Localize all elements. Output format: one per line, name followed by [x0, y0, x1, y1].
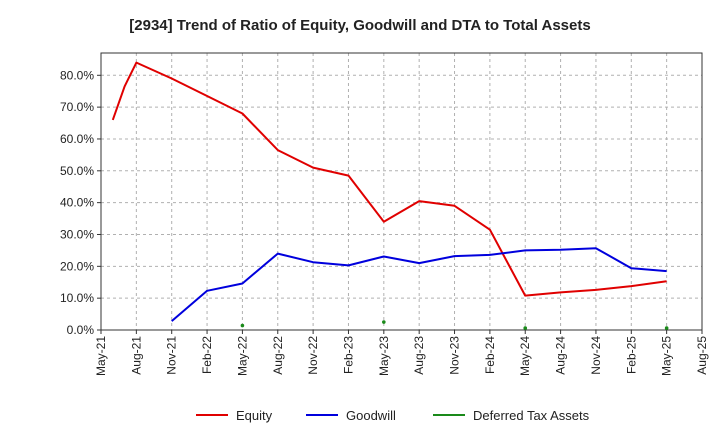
x-tick-label: May-23: [377, 336, 391, 376]
legend-label-deferred-tax-assets: Deferred Tax Assets: [473, 408, 590, 423]
x-tick-label: Nov-21: [165, 336, 179, 375]
legend-label-goodwill: Goodwill: [346, 408, 396, 423]
deferred-tax-assets-point: [664, 326, 669, 330]
goodwill-line: [171, 247, 667, 322]
x-tick-label: Feb-25: [624, 336, 638, 374]
x-tick-label: Feb-22: [200, 336, 214, 374]
x-tick-label: Aug-25: [695, 336, 709, 375]
x-tick-label: Aug-24: [554, 336, 568, 375]
x-tick-label: Aug-22: [271, 336, 285, 375]
x-axis: May-21 Aug-21 Nov-21 Feb-22 May-22 Aug-22 Nov-…: [94, 330, 709, 376]
legend-label-equity: Equity: [236, 408, 273, 423]
y-tick-label: 50.0%: [60, 164, 94, 178]
y-tick-label: 40.0%: [60, 196, 94, 210]
legend: Equity Goodwill Deferred Tax Assets: [196, 408, 590, 423]
deferred-tax-assets-point: [240, 323, 245, 328]
x-tick-label: May-25: [660, 336, 674, 376]
x-tick-label: Nov-24: [589, 336, 603, 375]
x-tick-label: May-21: [94, 336, 108, 376]
chart-title: [2934] Trend of Ratio of Equity, Goodwil…: [129, 17, 590, 34]
series-layer: [111, 61, 669, 330]
x-tick-label: Nov-23: [448, 336, 462, 375]
deferred-tax-assets-point: [382, 320, 386, 324]
x-tick-label: May-22: [235, 336, 249, 376]
y-tick-label: 10.0%: [60, 291, 94, 305]
x-tick-label: May-24: [518, 336, 532, 376]
y-tick-label: 20.0%: [60, 259, 94, 273]
y-tick-label: 30.0%: [60, 227, 94, 241]
equity-line: [111, 61, 667, 297]
x-tick-label: Feb-23: [341, 336, 355, 374]
plot-frame: [100, 52, 703, 331]
x-tick-label: Nov-22: [306, 336, 320, 375]
y-tick-label: 80.0%: [60, 68, 94, 82]
y-tick-label: 60.0%: [60, 132, 94, 146]
y-axis: 0.0% 10.0% 20.0% 30.0% 40.0% 50.0% 60.0% 70.0% 8…: [60, 68, 101, 337]
x-tick-label: Feb-24: [483, 336, 497, 374]
x-tick-label: Aug-21: [129, 336, 143, 375]
y-tick-label: 70.0%: [60, 100, 94, 114]
x-tick-label: Aug-23: [412, 336, 426, 375]
y-tick-label: 0.0%: [67, 323, 95, 337]
deferred-tax-assets-point: [523, 326, 528, 330]
